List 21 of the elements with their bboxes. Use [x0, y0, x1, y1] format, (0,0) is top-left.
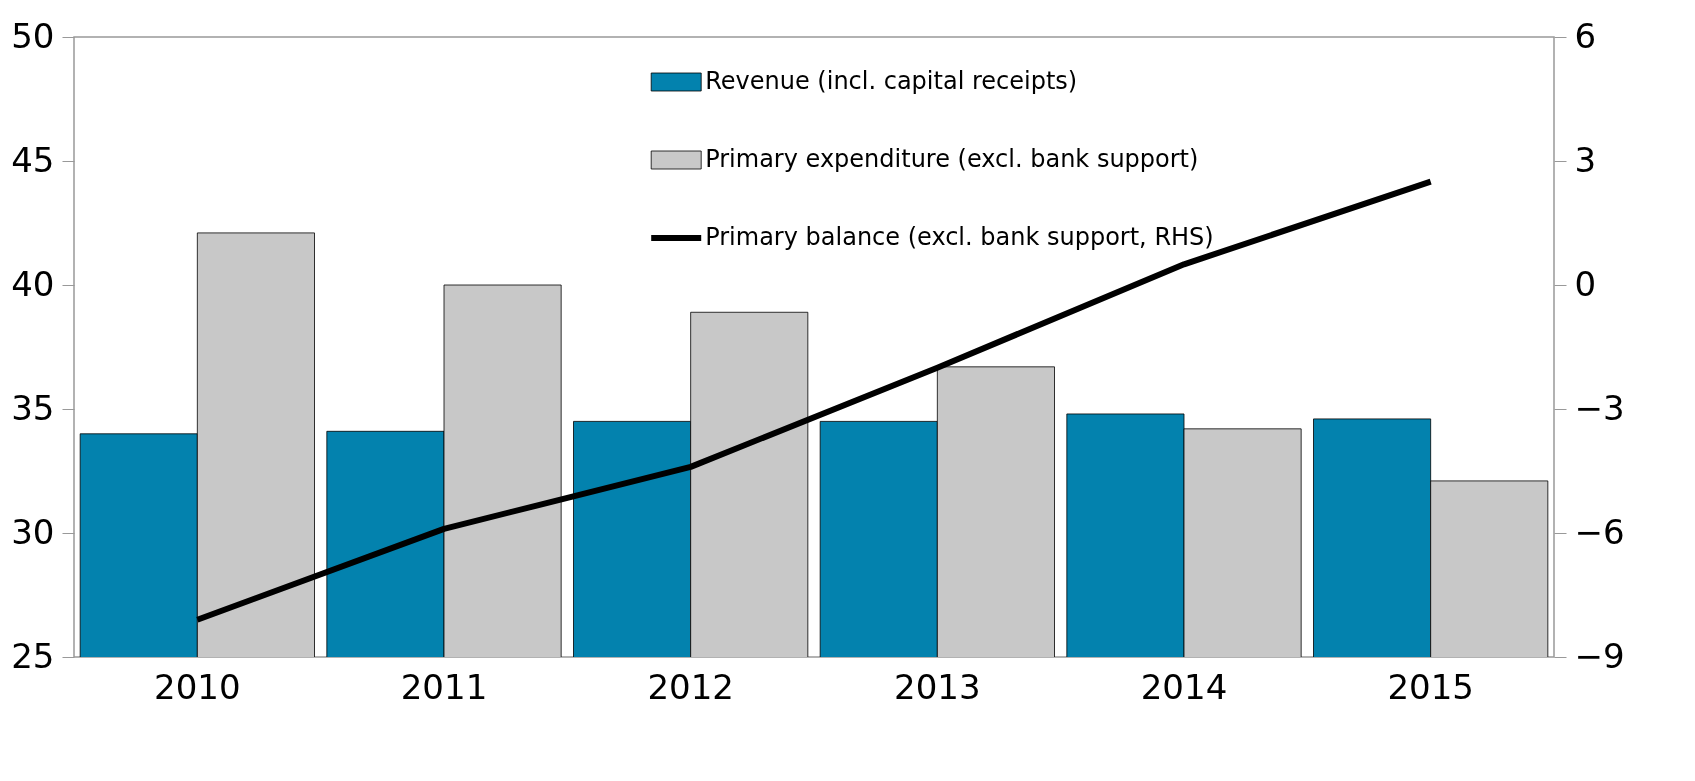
- y2-tick-label: 3: [1574, 139, 1597, 180]
- legend-label: Revenue (incl. capital receipts): [705, 67, 1078, 95]
- x-tick-label: 2011: [400, 666, 488, 707]
- y2-tick-label: −6: [1574, 511, 1625, 552]
- y-tick-label: 30: [11, 511, 55, 552]
- y2-tick-label: 0: [1574, 263, 1597, 304]
- x-tick-label: 2015: [1387, 666, 1474, 707]
- x-tick-label: 2012: [647, 666, 734, 707]
- y2-tick-label: 6: [1574, 15, 1597, 56]
- y-tick-label: 45: [11, 139, 55, 180]
- legend-label: Primary balance (excl. bank support, RHS): [705, 223, 1214, 251]
- x-tick-label: 2014: [1140, 666, 1228, 707]
- y2-tick-label: −3: [1574, 387, 1625, 428]
- y-tick-label: 25: [11, 635, 55, 676]
- legend-label: Primary expenditure (excl. bank support): [705, 145, 1199, 173]
- x-tick-label: 2010: [154, 666, 241, 707]
- x-tick-label: 2013: [894, 666, 981, 707]
- y-tick-label: 50: [11, 15, 55, 56]
- y-tick-label: 35: [11, 387, 55, 428]
- y2-tick-label: −9: [1574, 635, 1625, 676]
- y-tick-label: 40: [11, 263, 55, 304]
